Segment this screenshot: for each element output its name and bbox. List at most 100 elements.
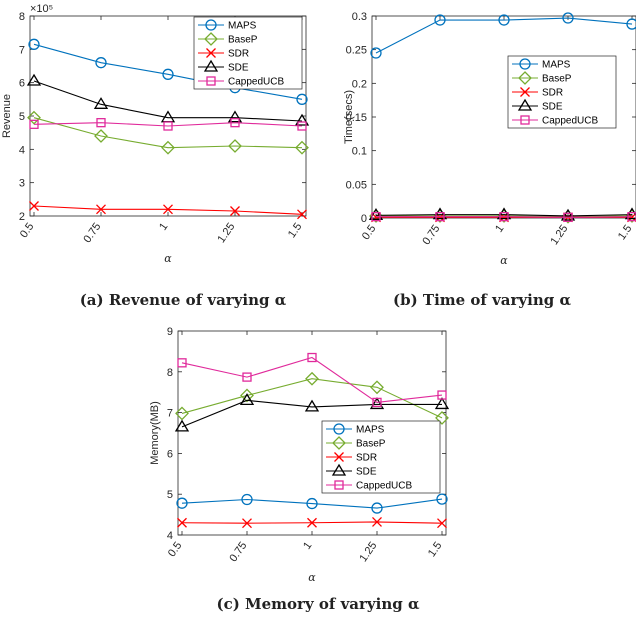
memory-legend-entry: BaseP	[356, 439, 386, 450]
memory-data-point-sdr	[437, 518, 447, 529]
memory-legend-entry: MAPS	[356, 425, 385, 436]
memory-data-point-sde	[369, 397, 385, 410]
revenue-series-line-basep	[33, 117, 303, 149]
time-legend-entry: CappedUCB	[542, 116, 598, 127]
revenue-chart: 2 3 4 5 6 7 8 0.5 0.75 1 1.25 1.5 α Revenue ×10⁵ MAPS Ba…	[1, 3, 310, 265]
memory-legend-marker	[332, 436, 346, 450]
revenue-data-point-sde	[227, 110, 243, 123]
time-series-line-maps	[375, 17, 633, 54]
memory-data-point-basep	[175, 406, 189, 421]
memory-legend-marker	[331, 463, 347, 476]
memory-data-point-cappeducb	[307, 352, 317, 363]
revenue-x-tick-label: 0.5	[18, 221, 37, 240]
memory-y-tick-label: 4	[167, 530, 173, 542]
time-data-point-cappeducb	[371, 212, 381, 222]
memory-y-tick-label: 6	[167, 448, 173, 460]
memory-data-point-sdr	[177, 517, 187, 528]
time-legend-marker	[520, 87, 530, 97]
memory-data-point-maps	[176, 497, 188, 509]
time-x-tick-label: 1	[493, 223, 506, 235]
memory-data-point-cappeducb	[372, 397, 382, 408]
revenue-data-point-sdr	[29, 201, 39, 211]
memory-y-tick-label: 9	[167, 326, 173, 338]
revenue-y-tick-label: 8	[19, 11, 25, 23]
time-x-tick-label: 0.75	[420, 223, 442, 247]
memory-data-point-basep	[370, 380, 384, 395]
memory-data-point-cappeducb	[242, 372, 252, 382]
memory-series-line-basep	[181, 378, 443, 419]
time-y-tick-label: 0.3	[352, 11, 367, 23]
revenue-x-tick-label: 1	[157, 221, 170, 233]
revenue-data-point-sdr	[163, 204, 173, 215]
memory-series-line-maps	[181, 498, 443, 509]
time-data-point-cappeducb	[499, 212, 509, 222]
revenue-y-tick-label: 7	[19, 44, 25, 56]
time-y-axis-label: Time(secs)	[343, 90, 355, 144]
revenue-data-point-cappeducb	[163, 121, 173, 131]
revenue-y-tick-label: 5	[19, 111, 25, 123]
caption-time: (b) Time of varying α	[393, 291, 571, 309]
time-x-tick-label: 1.5	[616, 223, 635, 242]
time-legend-entry: SDE	[542, 102, 563, 113]
revenue-y-tick-label: 6	[19, 78, 25, 90]
time-y-tick-label: 0.05	[346, 179, 367, 191]
time-data-point-maps	[434, 14, 446, 26]
revenue-y-tick-label: 4	[19, 144, 25, 156]
memory-x-tick-label: 1.25	[357, 540, 379, 564]
time-data-point-cappeducb	[563, 212, 573, 222]
memory-legend-marker	[333, 423, 345, 435]
revenue-data-point-basep	[94, 129, 108, 143]
revenue-data-point-cappeducb	[230, 118, 240, 128]
memory-data-point-maps	[371, 502, 383, 514]
time-x-tick-label: 0.5	[360, 223, 379, 242]
time-data-point-maps	[562, 12, 574, 24]
revenue-legend-entry: SDR	[228, 49, 249, 60]
memory-legend-entry: SDR	[356, 453, 377, 464]
revenue-legend-marker	[206, 76, 216, 86]
time-series-line-basep	[376, 215, 633, 218]
revenue-legend-entry: BaseP	[228, 35, 258, 46]
memory-data-point-maps	[306, 497, 318, 510]
memory-x-tick-label: 1.5	[426, 540, 445, 559]
memory-data-point-basep	[305, 371, 319, 386]
revenue-data-point-sdr	[230, 206, 240, 216]
revenue-legend-marker	[204, 32, 218, 46]
time-chart: 0 0.05 0.1 0.15 0.2 0.25 0.3 0.5 0.75 1 1.25 1.5 α Ti…	[343, 11, 636, 267]
time-y-tick-label: 0.25	[346, 45, 367, 57]
revenue-legend-marker	[205, 19, 217, 31]
revenue-x-tick-label: 1.5	[286, 221, 305, 240]
revenue-data-point-cappeducb	[29, 119, 39, 129]
revenue-y-exponent: ×10⁵	[30, 3, 53, 15]
memory-data-point-sdr	[242, 518, 252, 529]
caption-revenue: (a) Revenue of varying α	[80, 291, 287, 309]
revenue-legend-marker	[203, 59, 219, 72]
memory-data-point-sdr	[372, 516, 382, 527]
revenue-y-tick-label: 3	[19, 178, 25, 190]
memory-data-point-cappeducb	[177, 358, 187, 368]
time-data-point-sde	[624, 207, 636, 220]
memory-y-tick-label: 8	[167, 367, 173, 379]
caption-memory: (c) Memory of varying α	[216, 595, 419, 613]
memory-data-point-sdr	[307, 517, 317, 528]
memory-data-point-basep	[240, 388, 254, 403]
memory-data-point-sde	[304, 399, 320, 412]
revenue-x-tick-label: 1.25	[215, 221, 237, 245]
memory-data-point-sde	[434, 397, 450, 410]
memory-data-point-basep	[435, 410, 449, 425]
time-data-point-sde	[560, 208, 576, 221]
time-data-point-maps	[626, 18, 636, 30]
time-y-tick-label: 0	[361, 213, 367, 225]
revenue-legend-marker	[206, 48, 216, 58]
time-legend-marker	[517, 98, 533, 111]
time-legend-marker	[520, 115, 530, 125]
memory-y-axis-label: Memory(MB)	[149, 401, 161, 465]
time-data-point-cappeducb	[627, 212, 636, 222]
memory-x-tick-label: 0.75	[227, 540, 249, 564]
revenue-legend-entry: SDE	[228, 63, 249, 74]
revenue-data-point-maps	[95, 57, 107, 69]
time-y-tick-label: 0.1	[352, 146, 367, 158]
revenue-data-point-sde	[93, 97, 109, 109]
time-legend-marker	[519, 58, 531, 70]
revenue-data-point-maps	[28, 38, 40, 50]
revenue-data-point-cappeducb	[297, 121, 307, 131]
